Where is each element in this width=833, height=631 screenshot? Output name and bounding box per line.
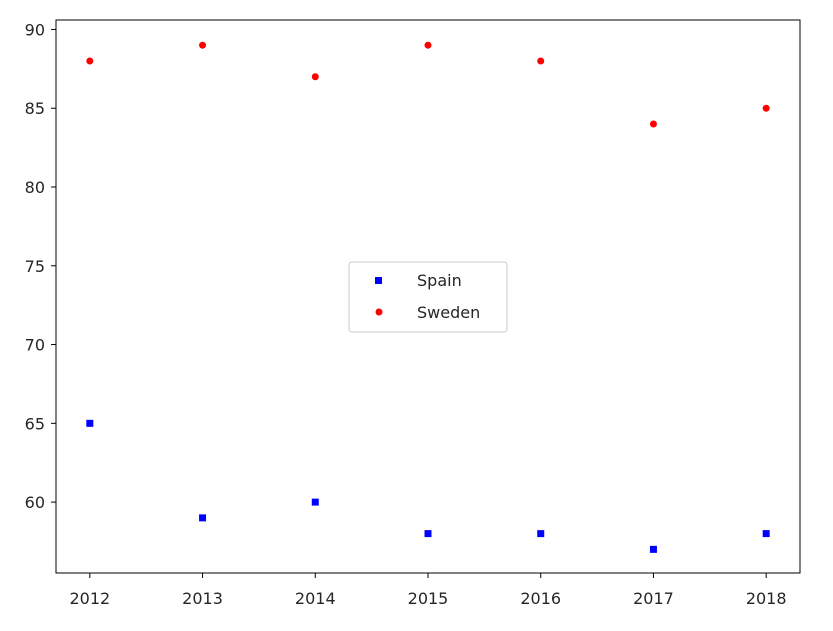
data-point-spain	[424, 530, 432, 538]
data-point-spain	[649, 545, 657, 553]
data-point-sweden	[762, 104, 770, 112]
data-point-spain	[199, 514, 207, 522]
data-point-spain	[86, 419, 94, 427]
x-tick-label: 2013	[182, 589, 223, 608]
data-point-sweden	[199, 41, 207, 49]
x-tick-label: 2016	[520, 589, 561, 608]
data-point-sweden	[537, 57, 545, 65]
x-tick-label: 2017	[633, 589, 674, 608]
data-point-sweden	[424, 41, 432, 49]
x-tick-label: 2018	[746, 589, 787, 608]
data-point-spain	[537, 530, 545, 538]
data-point-spain	[762, 530, 770, 538]
legend-label-sweden: Sweden	[417, 303, 480, 322]
y-tick-label: 75	[25, 257, 45, 276]
data-point-sweden	[86, 57, 94, 65]
y-tick-label: 65	[25, 414, 45, 433]
y-tick-label: 90	[25, 20, 45, 39]
legend-frame	[348, 261, 508, 333]
data-point-sweden	[311, 73, 319, 81]
x-tick-label: 2014	[295, 589, 336, 608]
data-point-spain	[311, 498, 319, 506]
x-tick-label: 2012	[69, 589, 110, 608]
y-tick-label: 80	[25, 178, 45, 197]
legend-label-spain: Spain	[417, 271, 462, 290]
legend-marker-sweden	[375, 308, 383, 316]
data-point-sweden	[649, 120, 657, 128]
legend: Spain Sweden	[348, 261, 508, 333]
plot-area: 2012 2013 2014 2015 2016 2017 2018 60 65 70 75 80 85…	[25, 19, 801, 608]
legend-marker-spain	[375, 277, 382, 284]
x-tick-label: 2015	[408, 589, 449, 608]
y-tick-label: 60	[25, 493, 45, 512]
y-tick-label: 85	[25, 99, 45, 118]
y-tick-label: 70	[25, 336, 45, 355]
